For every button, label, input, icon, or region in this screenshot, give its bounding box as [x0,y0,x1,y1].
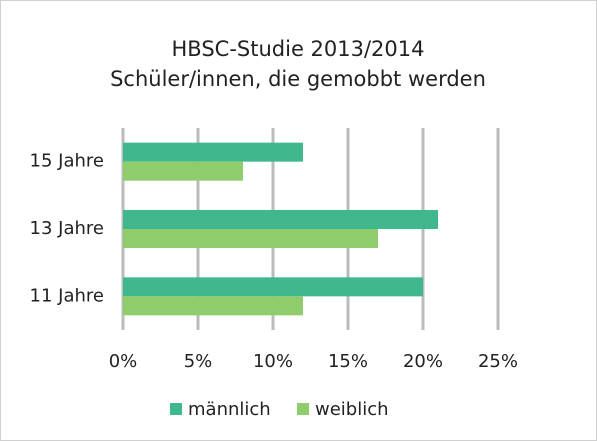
chart-title: HBSC-Studie 2013/2014 [172,37,425,61]
bar [123,210,438,229]
bar [123,296,303,316]
y-tick-label: 13 Jahre [30,218,104,239]
x-tick-label: 20% [403,351,443,372]
bar [123,229,378,248]
x-tick-label: 25% [478,351,518,372]
y-tick-label: 15 Jahre [30,151,104,172]
legend-swatch [297,403,309,415]
legend-label: männlich [188,399,271,420]
x-tick-label: 10% [253,351,293,372]
x-tick-label: 15% [328,351,368,372]
bar [123,142,303,162]
bar [123,277,423,297]
legend-label: weiblich [315,399,389,420]
x-tick-label: 0% [109,351,138,372]
x-tick-label: 5% [184,351,213,372]
legend-swatch [170,403,182,415]
bar [123,161,243,181]
chart-subtitle: Schüler/innen, die gemobbt werden [110,67,486,91]
y-tick-label: 11 Jahre [30,285,104,306]
